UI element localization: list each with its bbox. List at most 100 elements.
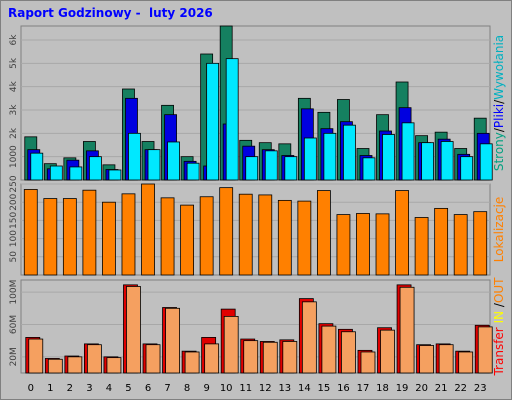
bar-hits bbox=[343, 124, 356, 181]
x-tick-label: 16 bbox=[337, 383, 350, 394]
bar-hits bbox=[49, 165, 63, 181]
bar-hits bbox=[421, 142, 435, 181]
x-tick-label: 5 bbox=[125, 383, 131, 394]
bar-hits bbox=[303, 137, 317, 181]
legend-entry: Transfer bbox=[492, 327, 506, 376]
x-tick-label: 15 bbox=[318, 383, 331, 394]
bar-locations bbox=[297, 200, 312, 276]
bar-transfer-out bbox=[477, 326, 493, 374]
legend-entry: / bbox=[492, 99, 506, 104]
legend-label: Strony/Pliki/Wywołania bbox=[492, 35, 506, 171]
x-tick-label: 6 bbox=[145, 383, 151, 394]
y-tick-label: 4k bbox=[9, 80, 19, 92]
y-tick-label: 60M bbox=[9, 315, 19, 334]
bar-hits bbox=[382, 134, 395, 181]
bar-transfer-out bbox=[341, 331, 356, 374]
bar-locations bbox=[336, 214, 351, 276]
bar-hits bbox=[401, 122, 415, 181]
bar-locations bbox=[102, 201, 116, 276]
bar-transfer-out bbox=[28, 338, 44, 374]
x-tick-label: 10 bbox=[220, 383, 233, 394]
bar-locations bbox=[453, 214, 468, 276]
bar-hits bbox=[147, 149, 161, 181]
bar-hits bbox=[460, 156, 474, 181]
legend-entry: Pliki bbox=[492, 104, 506, 128]
bar-transfer-out bbox=[380, 329, 395, 374]
x-tick-label: 20 bbox=[415, 383, 428, 394]
bar-locations bbox=[316, 190, 331, 276]
x-tick-label: 2 bbox=[67, 383, 73, 394]
x-tick-label: 19 bbox=[396, 383, 409, 394]
x-tick-label: 12 bbox=[259, 383, 272, 394]
x-tick-label: 8 bbox=[184, 383, 190, 394]
bar-transfer-out bbox=[282, 341, 298, 374]
bar-locations bbox=[23, 189, 38, 276]
bar-hits bbox=[128, 132, 141, 181]
x-tick-label: 3 bbox=[86, 383, 92, 394]
bar-locations bbox=[82, 189, 97, 276]
bar-locations bbox=[219, 187, 234, 276]
bar-transfer-out bbox=[458, 351, 474, 374]
legend-entry: OUT bbox=[492, 277, 506, 303]
bar-transfer-out bbox=[438, 344, 454, 374]
x-tick-label: 1 bbox=[47, 383, 53, 394]
bar-transfer-out bbox=[262, 341, 278, 374]
x-tick-label: 9 bbox=[203, 383, 209, 394]
legend-entry: Wywołania bbox=[492, 35, 506, 100]
bar-locations bbox=[414, 217, 429, 276]
x-tick-label: 0 bbox=[28, 383, 34, 394]
bar-transfer-out bbox=[223, 315, 239, 374]
x-tick-label: 13 bbox=[278, 383, 291, 394]
bar-hits bbox=[167, 141, 180, 181]
bar-transfer-out bbox=[399, 286, 415, 374]
y-tick-label: 1000 bbox=[9, 145, 19, 168]
bar-transfer-out bbox=[243, 340, 259, 374]
y-tick-label: 20M bbox=[9, 347, 19, 366]
bar-locations bbox=[395, 190, 409, 276]
chart-panel-3: 20M 60M 100M Transfer IN /OUT bbox=[9, 277, 506, 377]
legend-entry: IN bbox=[492, 307, 506, 327]
bar-hits bbox=[88, 156, 102, 181]
bar-hits bbox=[30, 152, 44, 181]
bar-locations bbox=[160, 197, 175, 276]
x-tick-label: 23 bbox=[474, 383, 487, 394]
bar-hits bbox=[245, 156, 259, 181]
x-tick-label: 21 bbox=[435, 383, 448, 394]
bar-hits bbox=[323, 132, 337, 181]
bar-hits bbox=[225, 58, 239, 181]
bar-hits bbox=[362, 157, 376, 181]
y-tick-label: 200 bbox=[9, 193, 19, 210]
bar-locations bbox=[180, 204, 195, 276]
bar-locations bbox=[356, 213, 370, 276]
bar-locations bbox=[238, 193, 253, 276]
bar-hits bbox=[186, 162, 200, 181]
plot-area bbox=[20, 183, 491, 276]
legend-entry: Lokalizacje bbox=[492, 197, 506, 263]
bar-transfer-out bbox=[204, 343, 220, 374]
bar-locations bbox=[199, 196, 214, 276]
bar-transfer-out bbox=[360, 351, 376, 374]
bar-transfer-out bbox=[321, 325, 337, 374]
y-tick-label: 5k bbox=[9, 57, 19, 69]
bar-locations bbox=[434, 207, 449, 276]
bar-transfer-out bbox=[184, 351, 200, 374]
bar-transfer-out bbox=[47, 358, 63, 374]
bar-transfer-out bbox=[86, 344, 102, 374]
y-tick-label: 100M bbox=[9, 280, 19, 305]
bar-hits bbox=[206, 62, 220, 181]
legend-label: Lokalizacje bbox=[492, 197, 506, 263]
x-tick-label: 17 bbox=[357, 383, 370, 394]
bar-locations bbox=[473, 211, 488, 276]
legend-entry: / bbox=[492, 302, 506, 307]
bar-transfer-out bbox=[106, 357, 122, 374]
bar-hits bbox=[264, 150, 278, 181]
y-tick-label: 150 bbox=[9, 212, 19, 229]
y-tick-label: 3k bbox=[9, 104, 19, 116]
x-tick-label: 14 bbox=[298, 383, 311, 394]
bar-hits bbox=[479, 143, 493, 181]
y-tick-label: 250 bbox=[9, 175, 19, 192]
bar-locations bbox=[62, 198, 77, 276]
bar-transfer-out bbox=[67, 356, 83, 374]
